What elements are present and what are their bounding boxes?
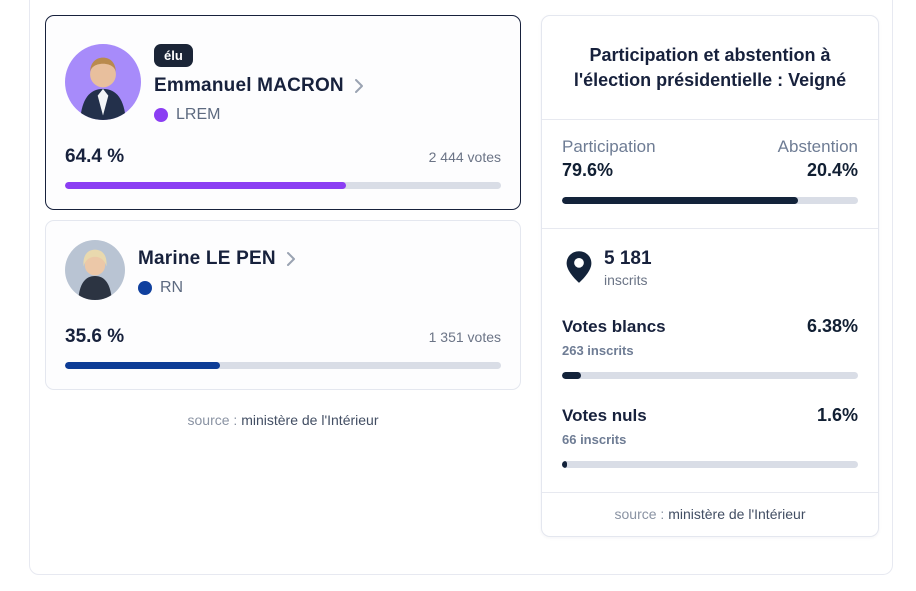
source-name: ministère de l'Intérieur — [241, 412, 379, 428]
abstention-value: 20.4% — [806, 160, 858, 180]
participation-label: Participation — [562, 137, 656, 156]
party-color-dot — [154, 108, 168, 122]
result-bar-track — [65, 182, 501, 189]
participation-bar-track — [562, 197, 858, 204]
panel-source: source : ministère de l'Intérieur — [542, 493, 878, 536]
participation-panel: Participation et abstention à l'élection… — [541, 15, 879, 537]
candidate-percent: 64.4 % — [65, 146, 125, 167]
stat-bar-track — [562, 461, 858, 468]
participation-bar-fill — [562, 197, 798, 204]
person-silhouette-icon — [80, 57, 126, 120]
party-row: LREM — [154, 106, 365, 124]
result-bar-fill — [65, 362, 221, 369]
elected-badge: élu — [154, 44, 193, 67]
results-source: source : ministère de l'Intérieur — [45, 412, 521, 428]
source-prefix: source : — [614, 506, 665, 522]
candidate-header: élu Emmanuel MACRON LREM — [65, 44, 501, 124]
candidate-link-lepen[interactable]: Marine LE PEN — [138, 248, 297, 270]
stat-subtext: 263 inscrits — [562, 343, 634, 358]
abstention-label: Abstention — [777, 137, 858, 156]
stat-value: 6.38% — [806, 316, 858, 336]
candidate-link-macron[interactable]: Emmanuel MACRON — [154, 75, 365, 97]
source-prefix: source : — [187, 412, 238, 428]
candidate-info: élu Emmanuel MACRON LREM — [154, 44, 365, 124]
stat-value: 1.6% — [816, 405, 858, 425]
candidate-photo-lepen — [65, 240, 125, 300]
participation-value: 79.6% — [562, 160, 614, 180]
party-row: RN — [138, 279, 297, 297]
person-silhouette-icon — [78, 249, 112, 300]
stat-label: Votes nuls — [562, 406, 647, 425]
score-row: 35.6 % 1 351 votes — [65, 326, 501, 348]
candidate-card-macron[interactable]: élu Emmanuel MACRON LREM 64.4 % 2 444 v — [45, 15, 521, 210]
registered-label: inscrits — [604, 272, 648, 288]
candidate-name: Emmanuel MACRON — [154, 75, 344, 96]
map-pin-icon — [566, 251, 592, 283]
candidates-column: élu Emmanuel MACRON LREM 64.4 % 2 444 v — [45, 15, 521, 428]
stat-votes-nuls: Votes nuls 1.6% 66 inscrits — [562, 405, 858, 468]
candidate-card-lepen[interactable]: Marine LE PEN RN 35.6 % 1 351 votes — [45, 220, 521, 390]
party-name: RN — [160, 279, 184, 296]
registered-count: 5 181 — [604, 248, 652, 269]
stat-bar-track — [562, 372, 858, 379]
result-bar-track — [65, 362, 501, 369]
candidate-votes: 2 444 votes — [428, 149, 501, 165]
candidate-votes: 1 351 votes — [428, 329, 501, 345]
candidate-header: Marine LE PEN RN — [65, 240, 501, 300]
party-color-dot — [138, 281, 152, 295]
registered-voters-row: 5 181 inscrits — [562, 248, 858, 288]
panel-title: Participation et abstention à l'élection… — [542, 16, 878, 120]
party-name: LREM — [176, 106, 221, 123]
stat-bar-fill — [562, 461, 567, 468]
chevron-right-icon — [285, 251, 297, 267]
candidate-info: Marine LE PEN RN — [138, 240, 297, 297]
participation-section: Participation Abstention 79.6% 20.4% — [542, 120, 878, 229]
candidate-percent: 35.6 % — [65, 326, 125, 347]
ballot-stats-section: 5 181 inscrits Votes blancs 6.38% 263 in… — [542, 229, 878, 493]
stat-bar-fill — [562, 372, 581, 379]
results-container: élu Emmanuel MACRON LREM 64.4 % 2 444 v — [29, 0, 893, 575]
stat-subtext: 66 inscrits — [562, 432, 627, 447]
chevron-right-icon — [353, 78, 365, 94]
result-bar-fill — [65, 182, 346, 189]
stat-votes-blancs: Votes blancs 6.38% 263 inscrits — [562, 316, 858, 379]
candidate-photo-macron — [65, 44, 141, 120]
score-row: 64.4 % 2 444 votes — [65, 146, 501, 168]
source-name: ministère de l'Intérieur — [668, 506, 806, 522]
candidate-name: Marine LE PEN — [138, 248, 276, 269]
stat-label: Votes blancs — [562, 317, 666, 336]
